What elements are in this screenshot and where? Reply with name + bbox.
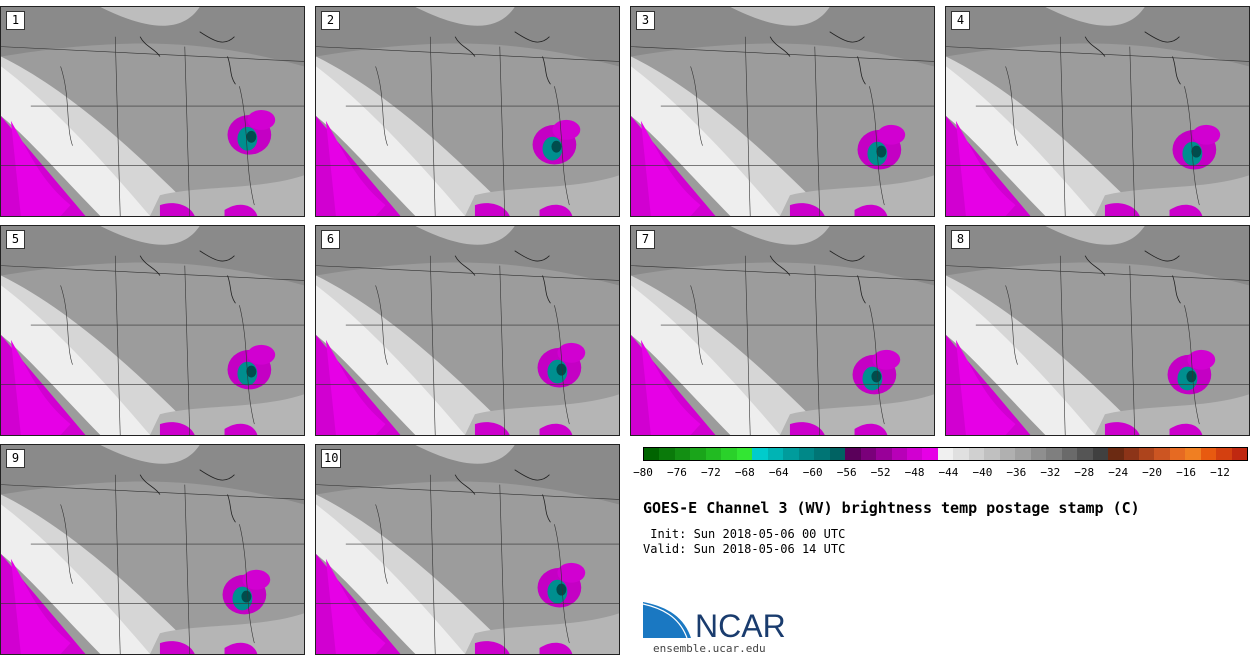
panel-number: 9 (6, 449, 25, 468)
colorbar-swatch (783, 448, 799, 460)
colorbar-swatch (984, 448, 1000, 460)
colorbar-swatch (644, 448, 660, 460)
colorbar-swatch (1185, 448, 1201, 460)
wv-map (316, 445, 619, 654)
colorbar-tick-label: −12 (1210, 466, 1230, 479)
panel-number: 5 (6, 230, 25, 249)
colorbar-tick-label: −20 (1142, 466, 1163, 479)
colorbar-tick-label: −32 (1040, 466, 1061, 479)
colorbar-swatch (1108, 448, 1124, 460)
figure-title: GOES-E Channel 3 (WV) brightness temp po… (643, 499, 1140, 517)
colorbar-swatch (876, 448, 892, 460)
postage-stamp-panel: 10 (315, 444, 620, 655)
panel-number: 3 (636, 11, 655, 30)
panel-number: 2 (321, 11, 340, 30)
panel-number: 7 (636, 230, 655, 249)
colorbar-swatch (829, 448, 846, 460)
wv-map (316, 226, 619, 435)
wv-map (946, 226, 1249, 435)
wv-map (1, 7, 304, 216)
valid-time: Valid: Sun 2018-05-06 14 UTC (643, 542, 846, 556)
colorbar-tick-label: −24 (1108, 466, 1129, 479)
wv-map (946, 7, 1249, 216)
colorbar-swatch (721, 448, 737, 460)
colorbar-tick-label: −60 (802, 466, 823, 479)
colorbar-swatch (1077, 448, 1093, 460)
colorbar-tick-label: −28 (1074, 466, 1095, 479)
ncar-logo: NCAR (643, 600, 786, 640)
postage-stamp-panel: 7 (630, 225, 935, 436)
colorbar-tick-label: −72 (700, 466, 721, 479)
postage-stamp-panel: 3 (630, 6, 935, 217)
wv-map (631, 7, 934, 216)
postage-stamp-panel: 8 (945, 225, 1250, 436)
logo-url: ensemble.ucar.edu (653, 642, 766, 655)
colorbar-swatch (1030, 448, 1047, 460)
colorbar-swatch (845, 448, 861, 460)
colorbar-swatch (1169, 448, 1186, 460)
colorbar-swatch (1216, 448, 1232, 460)
logo-text: NCAR (695, 608, 786, 640)
colorbar-tick-label: −40 (972, 466, 993, 479)
colorbar-swatch (1015, 448, 1031, 460)
colorbar-swatch (705, 448, 722, 460)
colorbar-swatch (674, 448, 691, 460)
colorbar-swatch (1139, 448, 1155, 460)
postage-stamp-panel: 4 (945, 6, 1250, 217)
panel-number: 1 (6, 11, 25, 30)
colorbar-swatch (814, 448, 830, 460)
colorbar-swatch (1200, 448, 1217, 460)
colorbar-swatch (767, 448, 784, 460)
postage-stamp-panel: 1 (0, 6, 305, 217)
colorbar-tick-label: −56 (836, 466, 857, 479)
colorbar-swatch (999, 448, 1016, 460)
colorbar-swatch (860, 448, 877, 460)
postage-stamp-panel: 5 (0, 225, 305, 436)
colorbar-tick-label: −52 (870, 466, 891, 479)
colorbar-swatch (736, 448, 753, 460)
colorbar-swatch (968, 448, 985, 460)
colorbar-swatch (659, 448, 675, 460)
panel-number: 10 (321, 449, 342, 468)
colorbar-swatch (937, 448, 954, 460)
colorbar-swatch (1061, 448, 1078, 460)
postage-stamp-panel: 2 (315, 6, 620, 217)
wv-map (631, 226, 934, 435)
colorbar-swatch (906, 448, 923, 460)
colorbar-tick-label: −16 (1176, 466, 1196, 479)
colorbar-tick-label: −68 (734, 466, 755, 479)
colorbar-tick-label: −48 (904, 466, 925, 479)
colorbar-swatch (891, 448, 907, 460)
colorbar-tick-label: −36 (1006, 466, 1027, 479)
wv-map (1, 445, 304, 654)
colorbar-swatch (922, 448, 938, 460)
colorbar (643, 447, 1248, 461)
colorbar-swatch (798, 448, 815, 460)
panel-number: 8 (951, 230, 970, 249)
colorbar-tick-label: −80 (633, 466, 653, 479)
colorbar-swatch (752, 448, 768, 460)
colorbar-swatch (1092, 448, 1109, 460)
colorbar-swatch (1123, 448, 1139, 460)
panel-number: 4 (951, 11, 970, 30)
init-time: Init: Sun 2018-05-06 00 UTC (643, 527, 846, 541)
postage-stamp-panel: 6 (315, 225, 620, 436)
colorbar-tick-label: −64 (768, 466, 789, 479)
colorbar-swatch (1046, 448, 1062, 460)
colorbar-swatch (690, 448, 706, 460)
colorbar-tick-label: −76 (667, 466, 687, 479)
colorbar-swatch (953, 448, 969, 460)
colorbar-tick-label: −44 (938, 466, 959, 479)
wv-map (1, 226, 304, 435)
postage-stamp-panel: 9 (0, 444, 305, 655)
panel-number: 6 (321, 230, 340, 249)
colorbar-swatch (1231, 448, 1248, 460)
wv-map (316, 7, 619, 216)
colorbar-swatch (1154, 448, 1170, 460)
